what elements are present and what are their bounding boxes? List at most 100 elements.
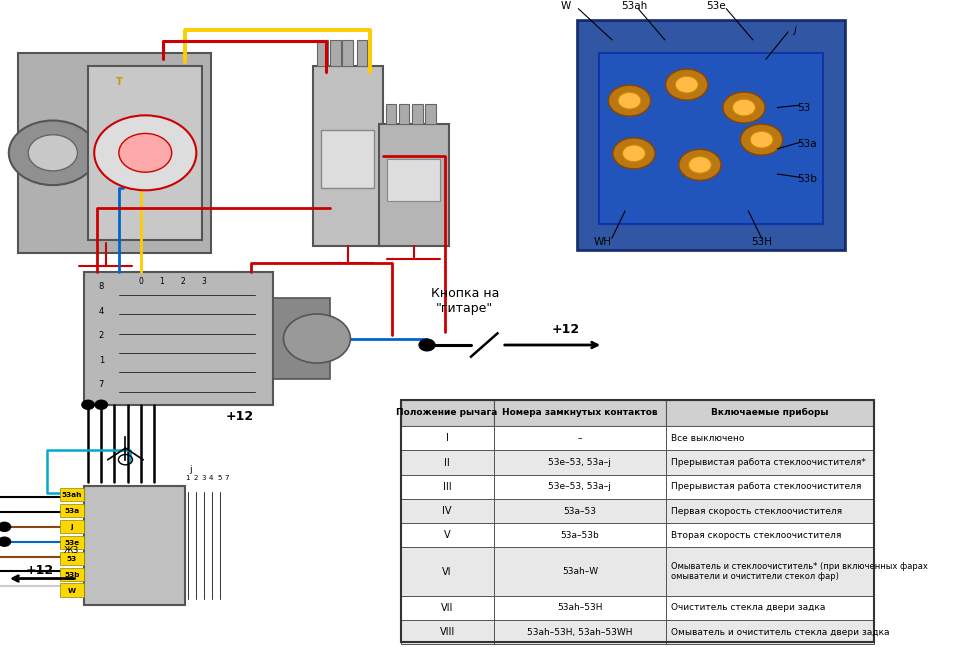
Bar <box>322 130 374 188</box>
Text: Омыватель и очиститель стекла двери задка: Омыватель и очиститель стекла двери задк… <box>671 628 889 637</box>
Bar <box>400 400 875 642</box>
Text: V: V <box>444 531 450 540</box>
Text: 2: 2 <box>193 475 198 481</box>
Text: III: III <box>443 482 451 492</box>
Text: Положение рычага: Положение рычага <box>396 408 498 417</box>
Bar <box>400 450 493 475</box>
Text: Прерывистая работа стеклоочистителя*: Прерывистая работа стеклоочистителя* <box>671 458 866 467</box>
Text: 1: 1 <box>99 356 104 365</box>
Text: 0: 0 <box>138 277 143 286</box>
Text: IV: IV <box>443 506 452 516</box>
Text: Вторая скорость стеклоочистителя: Вторая скорость стеклоочистителя <box>671 531 841 540</box>
Bar <box>60 567 84 581</box>
Text: 7: 7 <box>225 475 229 481</box>
Bar <box>343 39 353 65</box>
Bar <box>666 523 875 547</box>
Circle shape <box>622 145 645 162</box>
Bar <box>17 52 211 253</box>
Bar <box>378 124 449 247</box>
Bar <box>599 52 824 224</box>
Bar <box>88 65 203 240</box>
Text: T: T <box>115 77 122 87</box>
Text: 2: 2 <box>180 277 185 286</box>
Circle shape <box>0 537 11 546</box>
Bar <box>60 504 84 518</box>
Bar <box>400 400 493 426</box>
Circle shape <box>740 124 782 155</box>
Text: 53ah: 53ah <box>61 492 82 498</box>
Text: 53e: 53e <box>64 540 80 546</box>
Circle shape <box>9 120 97 185</box>
Bar <box>493 547 666 596</box>
Text: j: j <box>189 465 192 474</box>
Bar <box>400 547 493 596</box>
Text: 53b: 53b <box>798 173 817 184</box>
Bar <box>666 596 875 620</box>
Circle shape <box>723 92 765 123</box>
Bar <box>400 523 493 547</box>
Circle shape <box>420 339 435 351</box>
Bar <box>412 104 422 124</box>
Bar <box>425 104 436 124</box>
Text: 53а–53: 53а–53 <box>564 507 596 516</box>
Bar <box>84 485 185 605</box>
Bar <box>398 104 409 124</box>
Text: +12: +12 <box>26 564 54 577</box>
Text: 53ah: 53ah <box>621 1 647 11</box>
Text: 53a: 53a <box>798 139 817 149</box>
Circle shape <box>675 76 698 93</box>
Bar <box>60 552 84 565</box>
Bar <box>666 450 875 475</box>
Bar <box>313 65 383 247</box>
Bar <box>493 450 666 475</box>
Text: j: j <box>70 524 73 530</box>
Text: VII: VII <box>441 603 453 613</box>
Text: 2: 2 <box>99 331 104 340</box>
Bar <box>317 39 327 65</box>
Text: +12: +12 <box>226 410 253 423</box>
Text: 53b: 53b <box>64 572 80 578</box>
Bar <box>356 39 367 65</box>
Bar <box>666 499 875 523</box>
Text: VI: VI <box>443 567 452 576</box>
Circle shape <box>688 157 711 173</box>
Text: 1: 1 <box>159 277 164 286</box>
Text: VIII: VIII <box>440 627 455 637</box>
Circle shape <box>679 149 721 181</box>
Bar <box>388 159 441 201</box>
Text: Очиститель стекла двери задка: Очиститель стекла двери задка <box>671 604 825 613</box>
Bar <box>577 21 845 250</box>
Circle shape <box>28 135 78 171</box>
Text: Все выключено: Все выключено <box>671 434 744 443</box>
Text: 53H: 53H <box>751 237 772 247</box>
Text: Прерывистая работа стеклоочистителя: Прерывистая работа стеклоочистителя <box>671 482 861 491</box>
Circle shape <box>609 85 651 116</box>
Bar <box>400 475 493 499</box>
Circle shape <box>665 69 708 100</box>
Bar <box>493 523 666 547</box>
Bar <box>330 39 341 65</box>
Bar <box>400 499 493 523</box>
Text: 53а–53b: 53а–53b <box>561 531 599 540</box>
Circle shape <box>732 99 756 116</box>
Circle shape <box>82 400 94 410</box>
Bar <box>666 547 875 596</box>
Bar <box>493 596 666 620</box>
Circle shape <box>618 93 641 109</box>
Bar <box>60 584 84 597</box>
Text: 3: 3 <box>202 475 205 481</box>
Bar <box>400 620 493 644</box>
Text: Первая скорость стеклоочистителя: Первая скорость стеклоочистителя <box>671 507 842 516</box>
Text: 53аh–53Н: 53аh–53Н <box>557 604 603 613</box>
Bar <box>493 426 666 450</box>
Bar <box>666 400 875 426</box>
Circle shape <box>750 131 773 148</box>
Bar <box>493 475 666 499</box>
Circle shape <box>283 314 350 363</box>
Circle shape <box>0 522 11 531</box>
Text: 53аh–53Н, 53аh–53WН: 53аh–53Н, 53аh–53WН <box>527 628 633 637</box>
Text: Включаемые приборы: Включаемые приборы <box>711 408 829 417</box>
Bar <box>60 536 84 549</box>
Bar <box>666 620 875 644</box>
Bar <box>666 475 875 499</box>
